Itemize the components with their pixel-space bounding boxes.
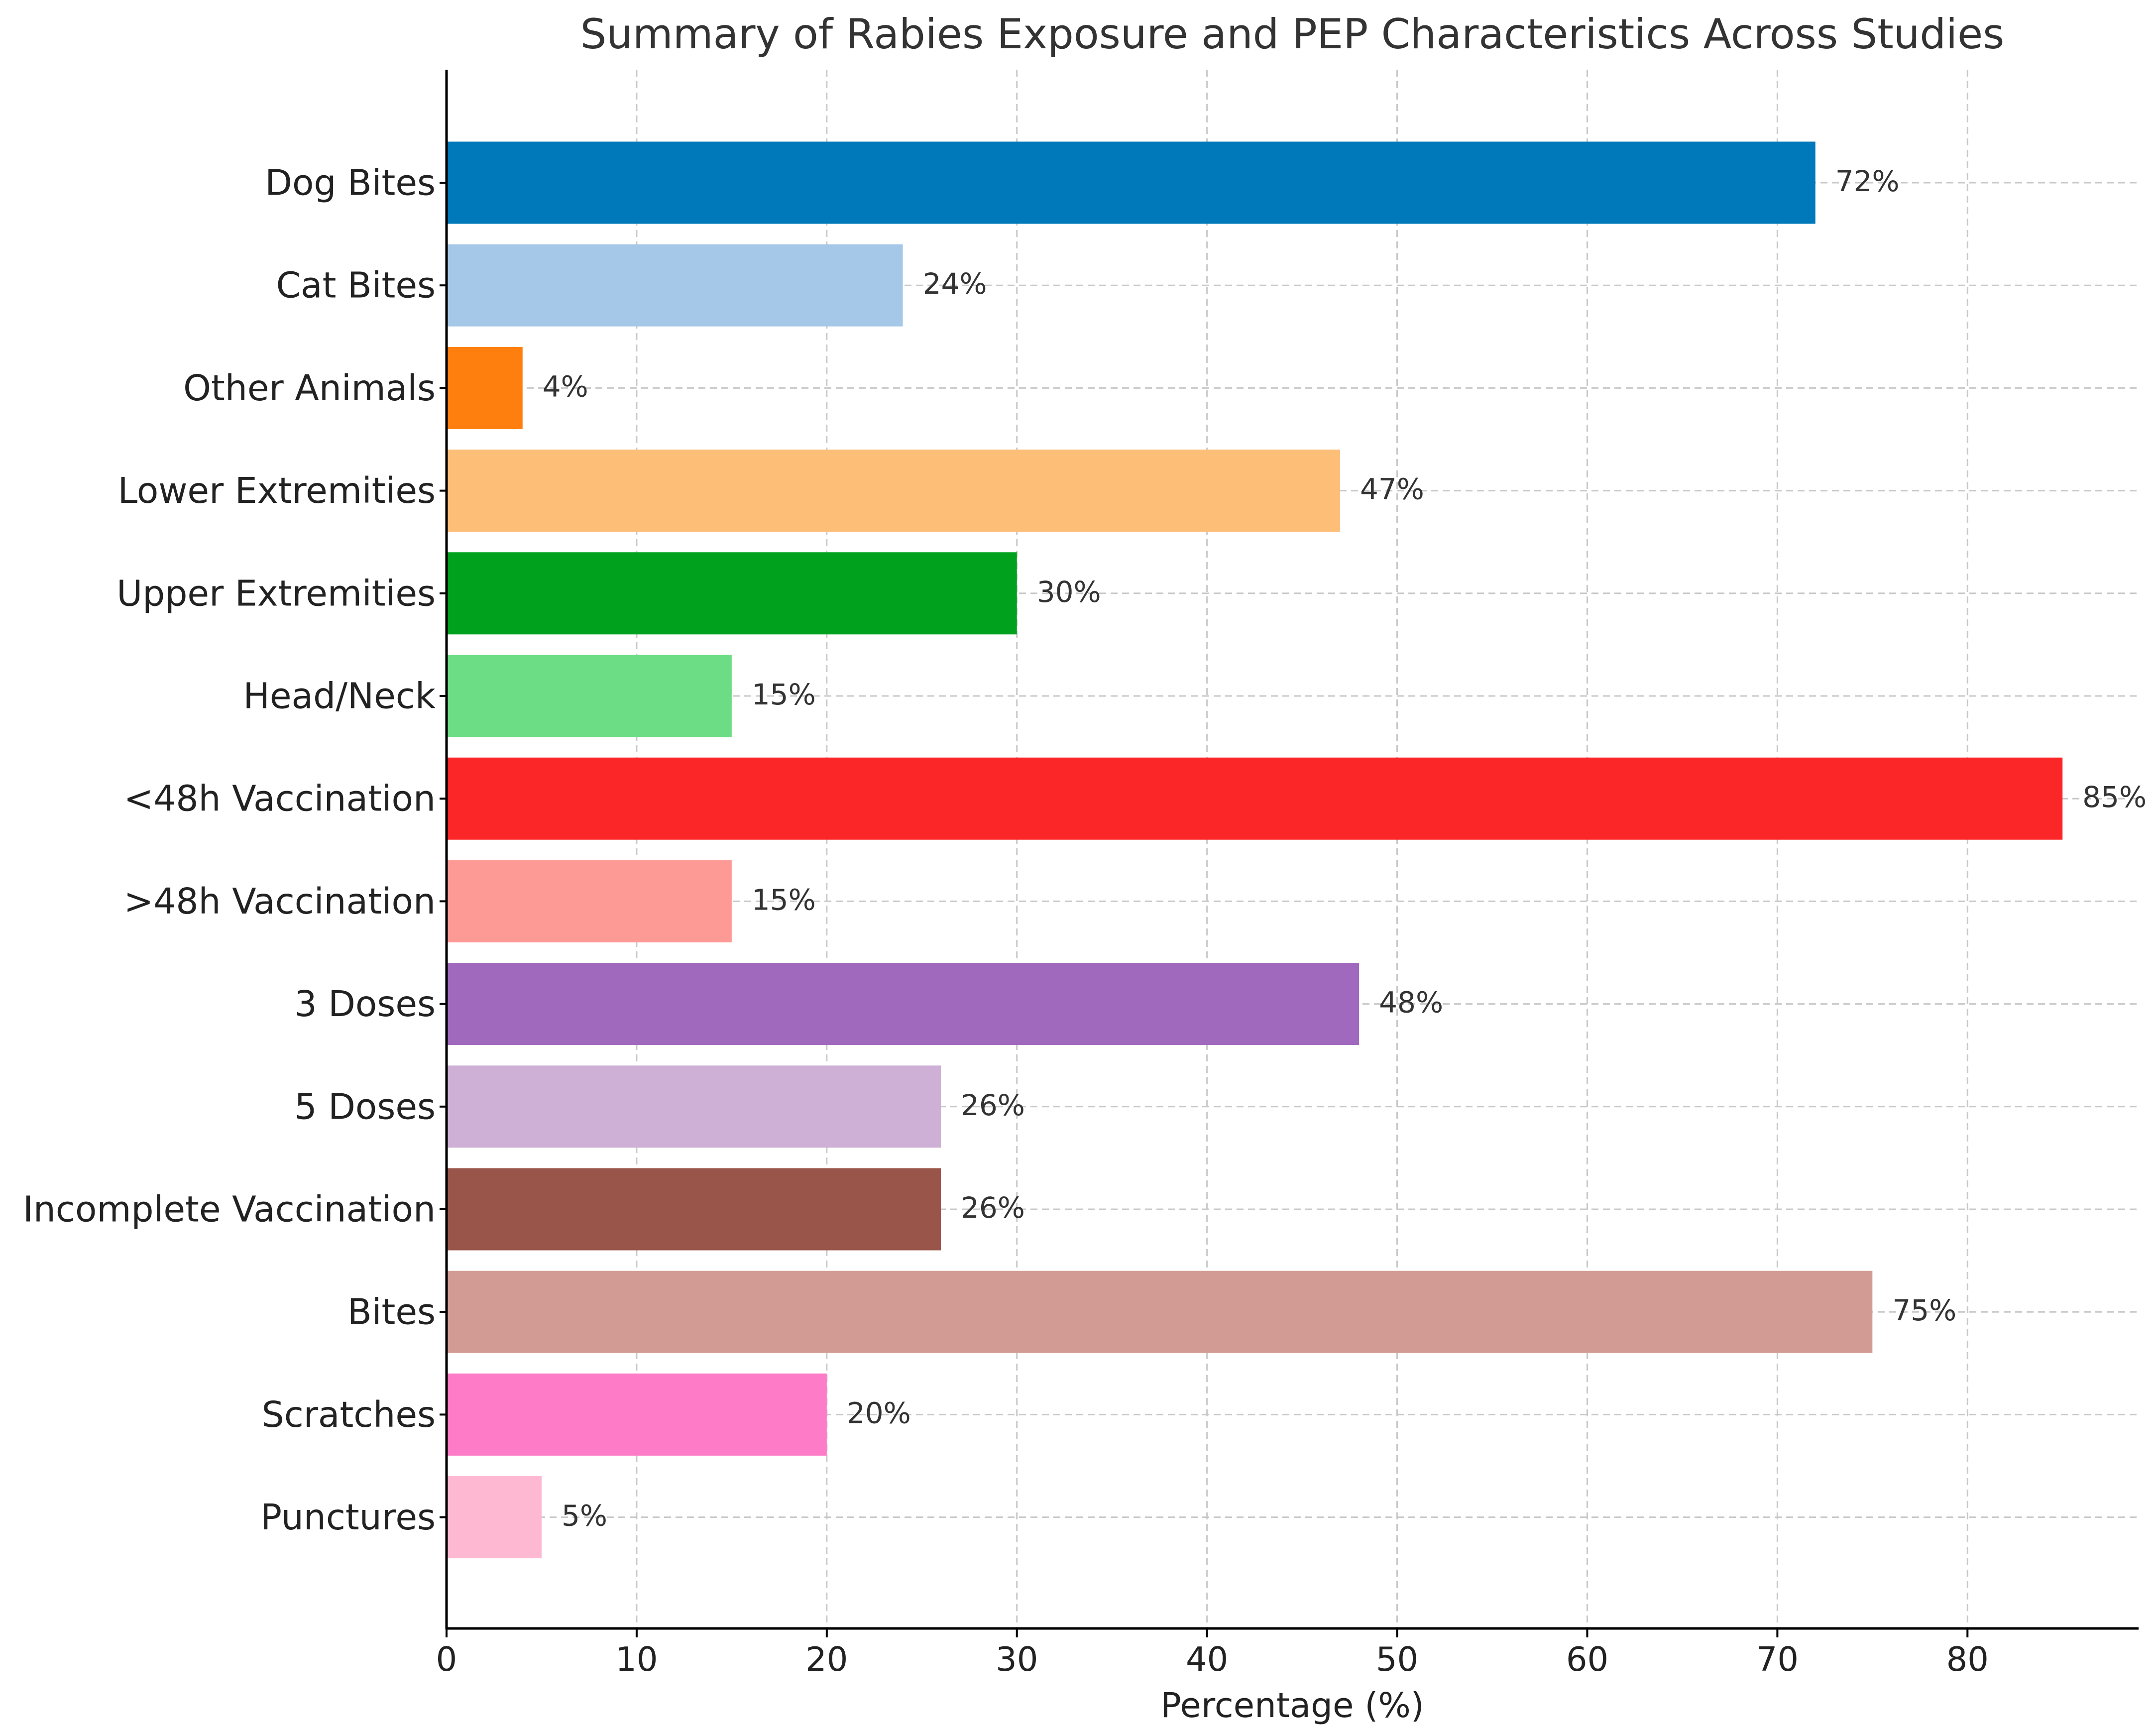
bar-bites	[447, 1270, 1873, 1353]
x-tick-label: 60	[1566, 1640, 1608, 1679]
value-label: 72%	[1835, 164, 1900, 198]
bar-head-neck	[447, 655, 732, 737]
category-label: Cat Bites	[276, 265, 436, 306]
category-label: 5 Doses	[294, 1086, 436, 1127]
x-tick-label: 70	[1756, 1640, 1799, 1679]
category-label: Lower Extremities	[118, 470, 436, 511]
category-label: Bites	[347, 1291, 436, 1333]
x-tick-label: 50	[1376, 1640, 1418, 1679]
category-label: 3 Doses	[294, 983, 436, 1025]
x-tick-label: 10	[615, 1640, 658, 1679]
bar-punctures	[447, 1476, 542, 1559]
value-label: 48%	[1379, 986, 1443, 1020]
x-tick-label: 30	[996, 1640, 1038, 1679]
category-label: Scratches	[262, 1394, 436, 1435]
bar-5-doses	[447, 1065, 941, 1148]
category-label: Head/Neck	[243, 676, 436, 717]
bar-48h-vaccination	[447, 860, 732, 942]
category-label: Incomplete Vaccination	[23, 1189, 436, 1230]
bar-upper-extremities	[447, 552, 1017, 635]
value-label: 26%	[961, 1191, 1025, 1225]
value-label: 75%	[1892, 1293, 1956, 1327]
category-label: Punctures	[260, 1497, 436, 1538]
value-label: 15%	[752, 678, 816, 711]
x-tick-label: 20	[805, 1640, 848, 1679]
bar-lower-extremities	[447, 450, 1340, 532]
category-label: Dog Bites	[265, 162, 436, 204]
axis-layer: 0 10 20 30 40 50 60 70 80	[436, 70, 2139, 1679]
value-label: 47%	[1360, 472, 1424, 506]
value-label: 26%	[961, 1088, 1025, 1122]
bar-48h-vaccination	[447, 757, 2063, 840]
bar-incomplete-vaccination	[447, 1168, 941, 1251]
bar-dog-bites	[447, 141, 1816, 224]
category-label: Other Animals	[183, 367, 436, 409]
bar-other-animals	[447, 346, 523, 429]
value-label: 24%	[923, 267, 987, 301]
x-tick-label: 40	[1186, 1640, 1228, 1679]
bar-layer	[447, 141, 2063, 1559]
value-label: 15%	[752, 883, 816, 917]
category-label: <48h Vaccination	[124, 778, 436, 819]
bar-scratches	[447, 1373, 827, 1456]
data-label-layer: Dog Bites 72% Cat Bites 24% Other Animals 4% L…	[23, 162, 2147, 1538]
x-tick-label: 0	[436, 1640, 457, 1679]
category-label: Upper Extremities	[116, 573, 436, 614]
category-label: >48h Vaccination	[124, 881, 436, 922]
bar-3-doses	[447, 963, 1360, 1045]
bar-cat-bites	[447, 244, 903, 327]
value-label: 4%	[543, 369, 588, 403]
x-axis-label: Percentage (%)	[1160, 1686, 1424, 1726]
x-tick-label: 80	[1946, 1640, 1989, 1679]
chart-title: Summary of Rabies Exposure and PEP Chara…	[580, 10, 2005, 58]
value-label: 20%	[847, 1396, 911, 1430]
value-label: 5%	[562, 1499, 607, 1533]
value-label: 30%	[1037, 575, 1101, 609]
value-label: 85%	[2082, 780, 2147, 814]
